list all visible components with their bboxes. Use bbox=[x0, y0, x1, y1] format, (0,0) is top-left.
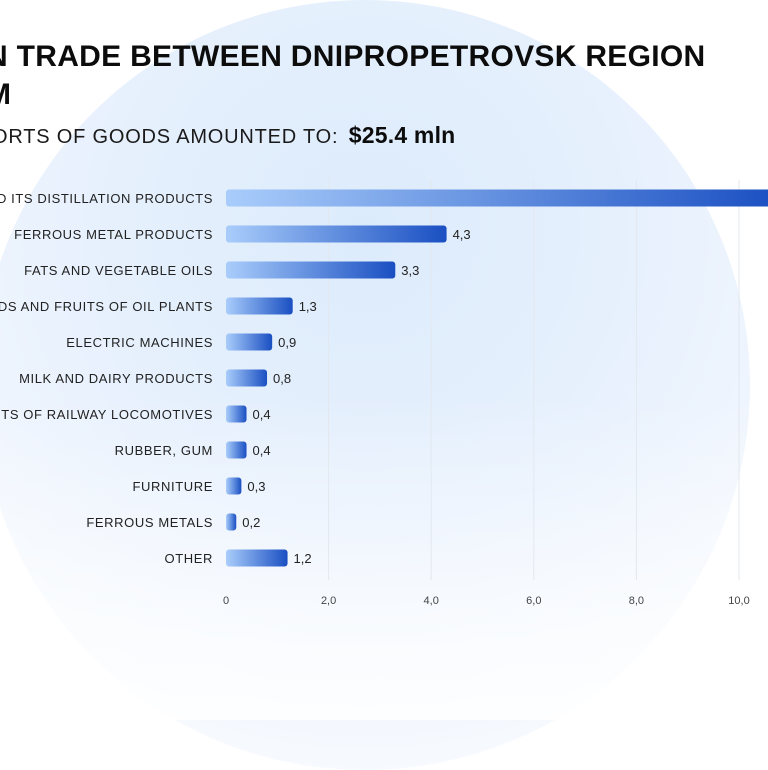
category-label: D ITS DISTILLATION PRODUCTS bbox=[0, 191, 213, 206]
bar-chart: D ITS DISTILLATION PRODUCTS FERROUS METAL… bbox=[0, 180, 768, 607]
value-label: 3,3 bbox=[401, 263, 419, 278]
value-label: 0,4 bbox=[253, 443, 271, 458]
category-label: OTHER bbox=[165, 551, 214, 566]
value-label: 0,2 bbox=[242, 515, 260, 530]
category-label: ELECTRIC MACHINES bbox=[66, 335, 213, 350]
bar bbox=[226, 441, 247, 459]
category-label: FURNITURE bbox=[132, 479, 213, 494]
x-tick-label: 10,0 bbox=[728, 595, 749, 607]
chart-title: N TRADE BETWEEN DNIPROPETROVSK REGION M bbox=[0, 40, 706, 111]
bar bbox=[226, 369, 268, 387]
category-label: MILK AND DAIRY PRODUCTS bbox=[19, 371, 213, 386]
category-label: TS OF RAILWAY LOCOMOTIVES bbox=[1, 407, 213, 422]
bar bbox=[226, 189, 768, 207]
x-axis-ticks: 0 2,0 4,0 6,0 8,0 10,0 bbox=[223, 595, 750, 607]
background-fade bbox=[0, 0, 768, 720]
total-amount: $25.4 mln bbox=[348, 122, 456, 148]
bar bbox=[226, 225, 447, 243]
bar bbox=[226, 513, 237, 531]
x-tick-label: 2,0 bbox=[321, 595, 336, 607]
bars bbox=[226, 189, 768, 567]
x-tick-label: 6,0 bbox=[526, 595, 541, 607]
labels: D ITS DISTILLATION PRODUCTS FERROUS METAL… bbox=[0, 191, 471, 566]
category-label: RUBBER, GUM bbox=[115, 443, 213, 458]
x-tick-label: 0 bbox=[223, 595, 229, 607]
x-tick-label: 4,0 bbox=[424, 595, 439, 607]
bar bbox=[226, 549, 288, 567]
value-label: 0,9 bbox=[278, 335, 296, 350]
bar bbox=[226, 297, 293, 315]
bar bbox=[226, 477, 242, 495]
value-label: 4,3 bbox=[453, 227, 471, 242]
value-label: 1,2 bbox=[294, 551, 312, 566]
category-label: FATS AND VEGETABLE OILS bbox=[24, 263, 213, 278]
value-label: 0,8 bbox=[273, 371, 291, 386]
x-tick-label: 8,0 bbox=[629, 595, 644, 607]
category-label: FERROUS METALS bbox=[86, 515, 213, 530]
subtitle-text: ORTS OF GOODS AMOUNTED TO: bbox=[0, 126, 339, 148]
bar bbox=[226, 405, 247, 423]
bar bbox=[226, 333, 273, 351]
value-label: 0,3 bbox=[247, 479, 265, 494]
chart-subtitle: ORTS OF GOODS AMOUNTED TO: $25.4 mln bbox=[0, 118, 455, 154]
bar bbox=[226, 261, 396, 279]
category-label: DS AND FRUITS OF OIL PLANTS bbox=[0, 299, 213, 314]
value-label: 0,4 bbox=[253, 407, 271, 422]
grid-lines bbox=[328, 180, 740, 580]
category-label: FERROUS METAL PRODUCTS bbox=[14, 227, 213, 242]
value-label: 1,3 bbox=[299, 299, 317, 314]
